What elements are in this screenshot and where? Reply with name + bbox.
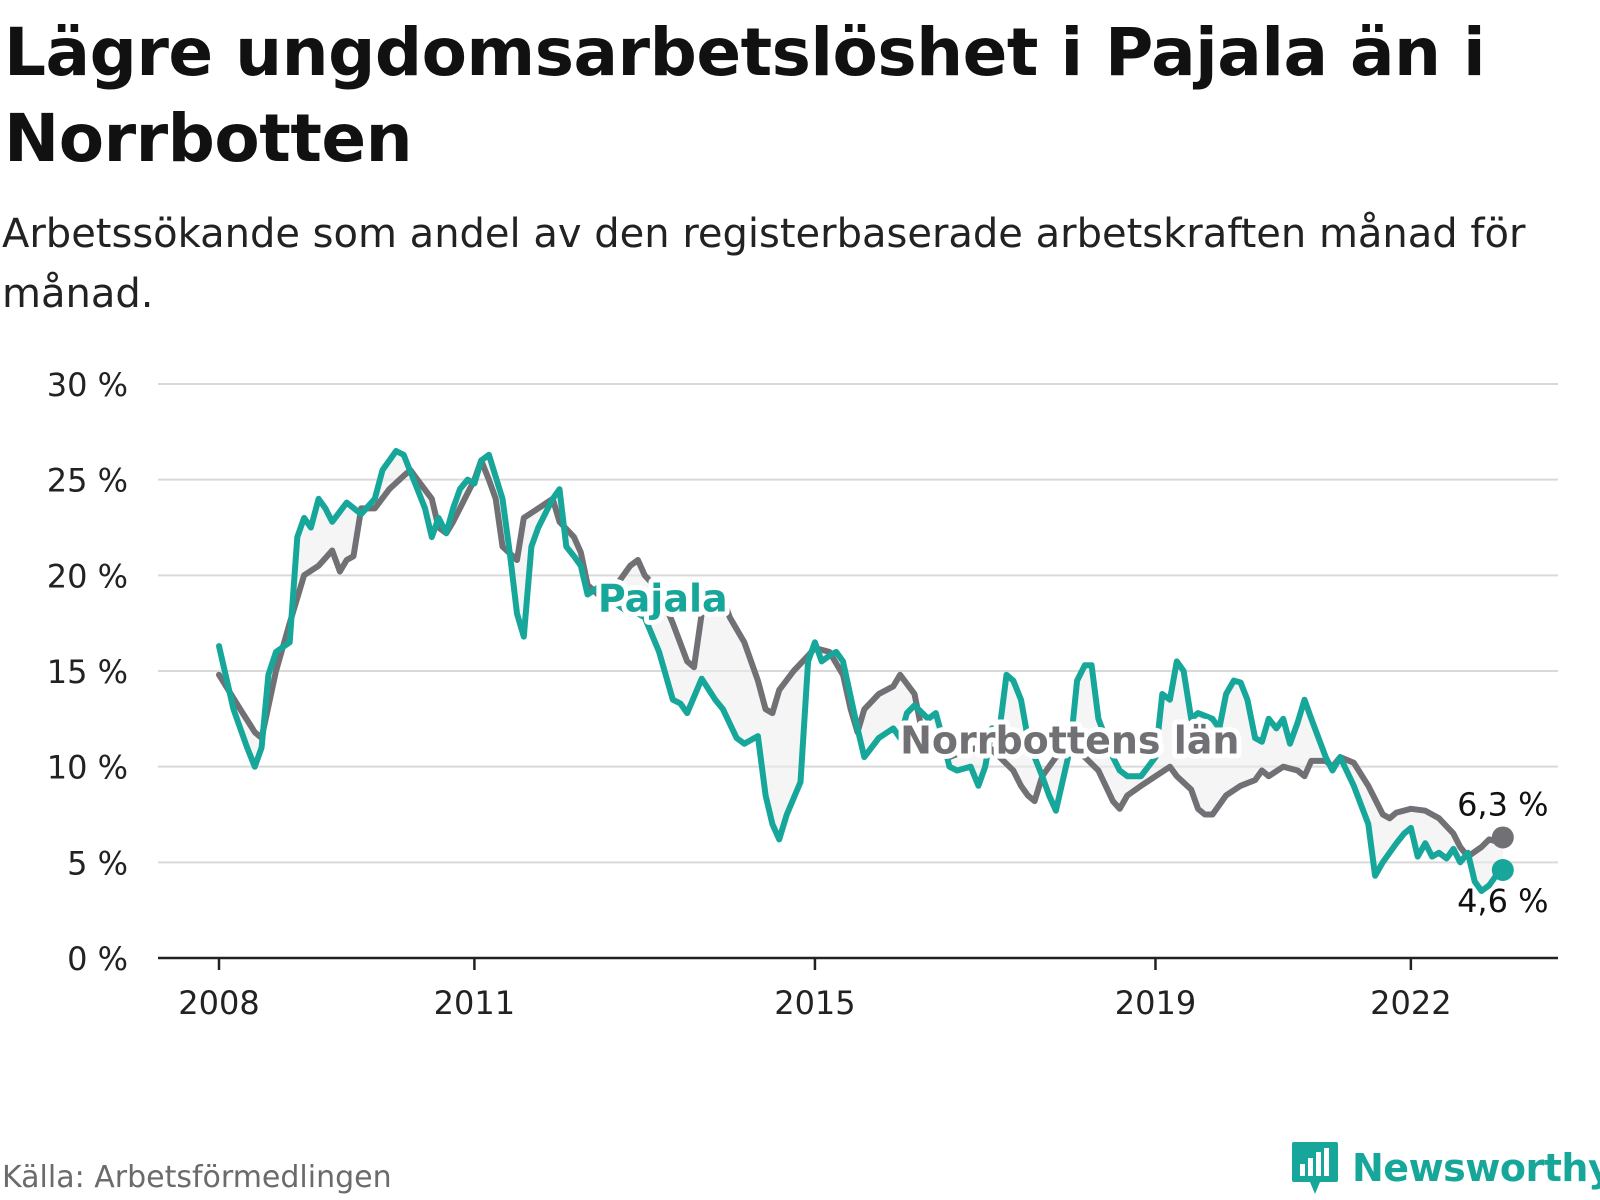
- y-tick-label: 15 %: [47, 653, 128, 691]
- chart-subtitle: Arbetssökande som andel av den registerb…: [2, 211, 1526, 317]
- pajala-label: Pajala: [598, 577, 728, 621]
- norrbotten-end-dot: [1491, 826, 1514, 849]
- x-axis-tick-labels: 2008 2011 2015 2019 2022: [178, 984, 1451, 1022]
- x-tick-label: 2008: [178, 984, 259, 1022]
- y-tick-label: 25 %: [47, 462, 128, 500]
- x-axis: [158, 956, 1558, 970]
- series-lines: [216, 448, 1506, 894]
- pajala-end-label: 4,6 %: [1457, 882, 1548, 920]
- end-markers: 6,3 % 4,6 %: [1454, 782, 1551, 923]
- x-tick-label: 2019: [1115, 984, 1196, 1022]
- y-axis-tick-labels: 0 % 5 % 10 % 15 % 20 % 25 % 30 %: [47, 366, 128, 978]
- y-tick-label: 5 %: [67, 844, 128, 882]
- y-tick-label: 20 %: [47, 557, 128, 595]
- pajala-line: [216, 448, 1506, 894]
- pajala-end-dot: [1491, 858, 1514, 881]
- norrbotten-label: Norrbottens län: [900, 718, 1239, 762]
- gridlines: [158, 383, 1558, 864]
- brand-name: Newsworthy: [1352, 1146, 1600, 1190]
- norrbotten-line: [216, 457, 1506, 860]
- y-tick-label: 0 %: [67, 940, 128, 978]
- newsworthy-logo-icon: [1292, 1142, 1338, 1194]
- series-labels: Pajala Norrbottens län: [593, 572, 1245, 768]
- x-tick-label: 2011: [434, 984, 515, 1022]
- brand-logo: Newsworthy: [1290, 1140, 1600, 1196]
- y-tick-label: 10 %: [47, 749, 128, 787]
- source-note: Källa: Arbetsförmedlingen: [2, 1160, 392, 1195]
- x-tick-label: 2015: [774, 984, 855, 1022]
- norrbotten-end-label: 6,3 %: [1457, 785, 1548, 823]
- x-tick-label: 2022: [1370, 984, 1451, 1022]
- y-tick-label: 30 %: [47, 366, 128, 404]
- chart-title: Lägre ungdomsarbetslöshet i Pajala än i …: [4, 14, 1486, 177]
